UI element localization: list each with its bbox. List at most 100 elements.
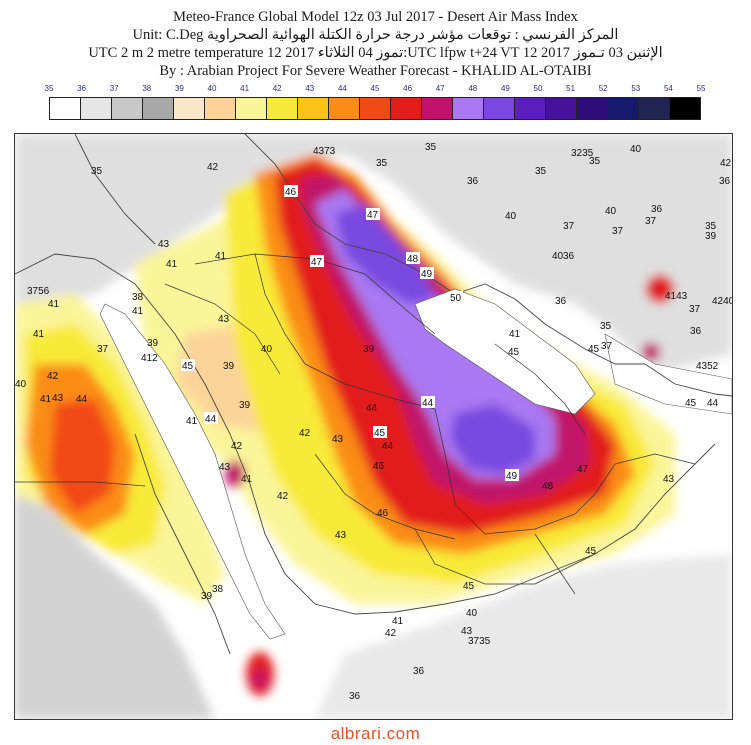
contour-label: 4143 (665, 291, 688, 302)
contour-label: 40 (466, 608, 478, 619)
contour-label: 43 (332, 434, 344, 445)
contour-label: 42 (207, 162, 219, 173)
contour-label: 42 (231, 441, 243, 452)
contour-label: 39 (239, 400, 251, 411)
colorbar-swatch (453, 98, 484, 119)
colorbar-tick-label: 39 (174, 84, 184, 93)
colorbar-swatch (608, 98, 639, 119)
colorbar-swatch (391, 98, 422, 119)
contour-label: 37 (689, 304, 701, 315)
contour-label: 36 (563, 251, 575, 262)
contour-label: 45 (685, 398, 697, 409)
colorbar-tick-label: 48 (468, 84, 478, 93)
boxed-contour-label: 47 (310, 255, 324, 268)
contour-label: 44 (76, 394, 88, 405)
contour-label: 35 (91, 166, 103, 177)
colorbar-swatch (422, 98, 453, 119)
boxed-contour-label: 46 (284, 185, 298, 198)
colorbar-swatch (515, 98, 546, 119)
svg-text:44: 44 (422, 398, 434, 409)
contour-label: 36 (719, 176, 731, 187)
colorbar-swatch (329, 98, 360, 119)
contour-label: 39 (147, 338, 159, 349)
colorbar-swatch (546, 98, 577, 119)
colorbar-tick-label: 45 (370, 84, 380, 93)
boxed-contour-label: 45 (373, 426, 387, 439)
colorbar-tick-label: 54 (663, 84, 673, 93)
contour-label: 40 (261, 344, 273, 355)
contour-label: 44 (707, 398, 719, 409)
boxed-contour-label: 48 (406, 252, 420, 265)
contour-label: 37 (601, 341, 613, 352)
contour-label: 41 (33, 329, 45, 340)
contour-label: 43 (335, 530, 347, 541)
contour-label: 35 (705, 221, 717, 232)
colorbar-tick-label: 51 (566, 84, 576, 93)
temperature-colorbar: 35 36 37 38 39 40 41 42 43 44 45 46 47 48 49 50 51 52 53 54… (45, 84, 706, 120)
colorbar-tick-label: 55 (696, 84, 706, 93)
colorbar-tick-label: 35 (44, 84, 54, 93)
contour-label: 39 (201, 591, 213, 602)
contour-label: 44 (366, 403, 378, 414)
contour-label: 45 (463, 581, 475, 592)
contour-label: 42 (47, 371, 59, 382)
contour-label: 46 (377, 508, 389, 519)
contour-label: 36 (651, 204, 663, 215)
colorbar-swatch (143, 98, 174, 119)
colorbar-tick-label: 40 (207, 84, 217, 93)
svg-text:45: 45 (182, 361, 194, 372)
coastlines (15, 134, 732, 655)
contour-label: 36 (349, 691, 361, 702)
contour-label: 3735 (468, 636, 491, 647)
contour-label: 41 (241, 474, 253, 485)
contour-label: 35 (589, 156, 601, 167)
author-line: By : Arabian Project For Severe Weather … (159, 63, 592, 79)
contour-label: 42 (385, 628, 397, 639)
map-title: Meteo-France Global Model 12z 03 Jul 201… (173, 9, 578, 25)
unit-line: Unit: C.Deg المركز الفرنسي : توقعات مؤشر… (132, 27, 619, 43)
colorbar-tick-label: 49 (500, 84, 510, 93)
contour-label: 40 (605, 206, 617, 217)
colorbar-tick-label: 41 (240, 84, 250, 93)
contour-label: 36 (413, 666, 425, 677)
colorbar-swatch (50, 98, 81, 119)
contour-label: 46 (373, 461, 385, 472)
contour-label: 47 (577, 464, 589, 475)
contour-label: 41 (48, 299, 60, 310)
boxed-contour-label: 45 (181, 359, 195, 372)
contour-label: 41 (40, 394, 52, 405)
svg-text:47: 47 (367, 210, 379, 221)
contour-label: 39 (363, 344, 375, 355)
contour-label: 35 (600, 321, 612, 332)
contour-label: 41 (186, 416, 198, 427)
colorbar-tick-label: 53 (631, 84, 641, 93)
colorbar-swatches (49, 97, 701, 120)
contour-label: 40 (552, 251, 564, 262)
contour-label: 37 (612, 226, 624, 237)
colorbar-tick-labels: 35 36 37 38 39 40 41 42 43 44 45 46 47 48 49 50 51 52 53 54… (45, 84, 706, 97)
contour-label: 44 (382, 441, 394, 452)
contour-label: 42 (720, 158, 732, 169)
country-borders (15, 253, 696, 595)
colorbar-swatch (267, 98, 298, 119)
boxed-contour-label: 49 (505, 469, 519, 482)
svg-text:46: 46 (285, 187, 297, 198)
colorbar-swatch (174, 98, 205, 119)
boxed-contour-label: 47 (366, 208, 380, 221)
contour-label: 35 (376, 158, 388, 169)
contour-label: 40 (505, 211, 517, 222)
contour-label: 43 (219, 462, 231, 473)
colorbar-tick-label: 46 (403, 84, 413, 93)
contour-label: 4373 (313, 146, 336, 157)
contour-label: 43 (461, 626, 473, 637)
contour-label: 45 (588, 344, 600, 355)
contour-label: 3756 (27, 286, 50, 297)
svg-text:49: 49 (421, 269, 433, 280)
contour-label: 41 (132, 306, 144, 317)
contour-label: 40 (630, 144, 642, 155)
contour-label: 41 (166, 259, 178, 270)
contour-label: 42 (299, 428, 311, 439)
colorbar-swatch (360, 98, 391, 119)
colorbar-swatch (81, 98, 112, 119)
